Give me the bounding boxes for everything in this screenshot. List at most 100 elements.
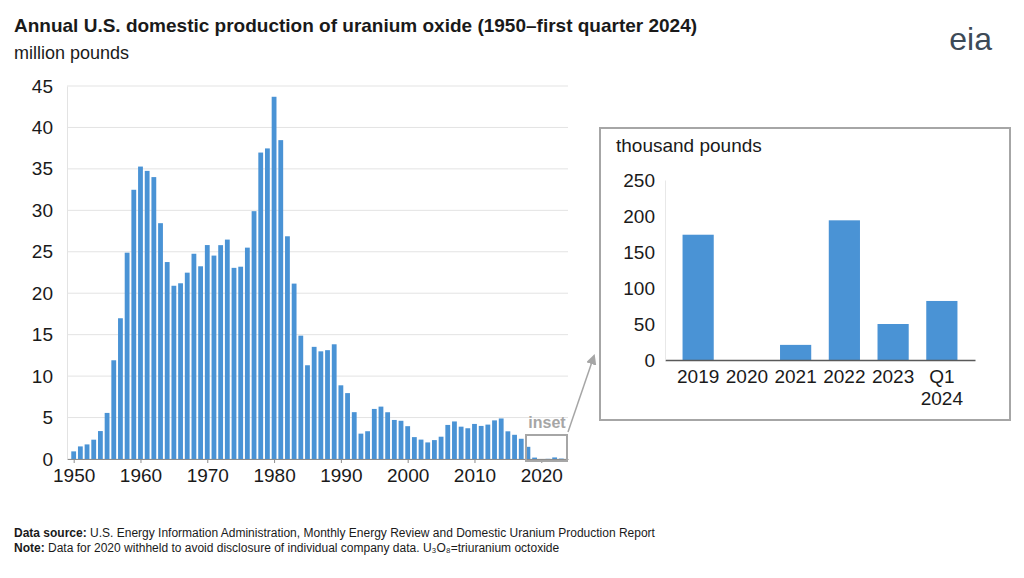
x-axis-line [68, 459, 569, 460]
x-tick: 1950 [53, 459, 95, 486]
y-tick: 40 [32, 117, 67, 138]
y-tick-label: 0 [42, 449, 53, 470]
bar [780, 345, 811, 360]
bar [559, 458, 564, 459]
bar [425, 442, 430, 459]
x-tick: 1960 [120, 459, 162, 486]
bar [272, 97, 277, 459]
y-tick: 20 [32, 283, 67, 304]
bar [519, 439, 524, 459]
x-tick: 1990 [320, 459, 362, 486]
bar [218, 245, 223, 459]
y-tick-label: 30 [32, 200, 53, 221]
x-tick-mark [474, 459, 475, 463]
x-tick-label: 1950 [53, 465, 95, 486]
x-tick-mark [74, 459, 75, 463]
y-tick: 150 [623, 242, 665, 263]
bar [212, 256, 217, 459]
bar [439, 437, 444, 459]
y-tick: 45 [32, 76, 67, 97]
y-axis: 051015202530354045 [32, 76, 68, 470]
bar [192, 254, 197, 459]
bar [305, 365, 310, 459]
y-tick-label: 50 [634, 314, 655, 335]
bar [926, 301, 957, 360]
x-tick-mark [408, 459, 409, 463]
y-tick: 25 [32, 241, 67, 262]
bar [829, 220, 860, 360]
bar [412, 437, 417, 459]
bar [145, 171, 150, 459]
bar [345, 393, 350, 459]
y-tick: 35 [32, 158, 67, 179]
x-tick-label: Q12024 [921, 366, 964, 409]
y-tick-label: 45 [32, 76, 53, 97]
bar [198, 266, 203, 459]
bar [445, 425, 450, 459]
x-tick-mark [341, 459, 342, 463]
bar [225, 240, 230, 459]
x-tick-label: 1960 [120, 465, 162, 486]
bar [485, 425, 490, 459]
x-axis: 1950 1960 1970 1980 1990 2000 2010 2020 [53, 459, 568, 486]
bar [552, 457, 557, 459]
chart: Annual U.S. domestic production of urani… [0, 0, 1024, 578]
y-tick: 10 [32, 366, 67, 387]
bar [325, 350, 330, 459]
note: Note: Data for 2020 withheld to avoid di… [14, 541, 559, 555]
x-axis-line [666, 360, 976, 362]
bar [505, 431, 510, 459]
x-tick: 2019 [677, 360, 719, 387]
y-tick: 250 [623, 170, 665, 191]
bar [318, 351, 323, 459]
bar [285, 236, 290, 459]
x-tick-label: 1980 [253, 465, 295, 486]
y-tick: 0 [644, 350, 665, 371]
bar [359, 434, 364, 459]
bar [338, 385, 343, 459]
x-tick-label: 1970 [187, 465, 229, 486]
y-axis-line [665, 181, 666, 361]
bar [118, 318, 123, 459]
x-axis: 20192020202120222023Q12024 [666, 360, 976, 409]
bar [178, 283, 183, 459]
bar [479, 426, 484, 459]
x-tick-mark [140, 459, 141, 463]
y-tick: 200 [623, 206, 665, 227]
bar [252, 211, 257, 459]
subtitle: million pounds [14, 43, 129, 63]
bar [165, 262, 170, 459]
x-tick: 2021 [774, 360, 816, 387]
bars [71, 97, 563, 459]
x-tick-label: 2020 [726, 366, 768, 387]
y-tick: 15 [32, 324, 67, 345]
bar [158, 223, 163, 459]
x-tick-label: 2021 [774, 366, 816, 387]
x-tick: 2020 [521, 459, 563, 486]
bar [419, 440, 424, 459]
arrow [568, 356, 594, 432]
y-tick-label: 35 [32, 158, 53, 179]
bar [232, 268, 237, 459]
inset-marker [526, 435, 567, 461]
x-tick-label: 2010 [454, 465, 496, 486]
bar [372, 409, 377, 459]
bars [683, 220, 958, 360]
bar [452, 421, 457, 459]
bar [278, 140, 283, 459]
x-tick: 2010 [454, 459, 496, 486]
y-tick-label: 100 [623, 278, 655, 299]
y-tick-label: 0 [644, 350, 655, 371]
x-tick-label: 2022 [823, 366, 865, 387]
bar [546, 458, 551, 459]
y-tick: 0 [42, 449, 67, 470]
bar [131, 190, 136, 459]
y-tick-label: 25 [32, 241, 53, 262]
x-tick: 2000 [387, 459, 429, 486]
x-tick-label: 1990 [320, 465, 362, 486]
x-tick-mark [274, 459, 275, 463]
bar [185, 273, 190, 459]
bar [472, 424, 477, 459]
bar [91, 440, 96, 459]
y-axis: 0 50 100 150 200 250 [623, 170, 665, 371]
